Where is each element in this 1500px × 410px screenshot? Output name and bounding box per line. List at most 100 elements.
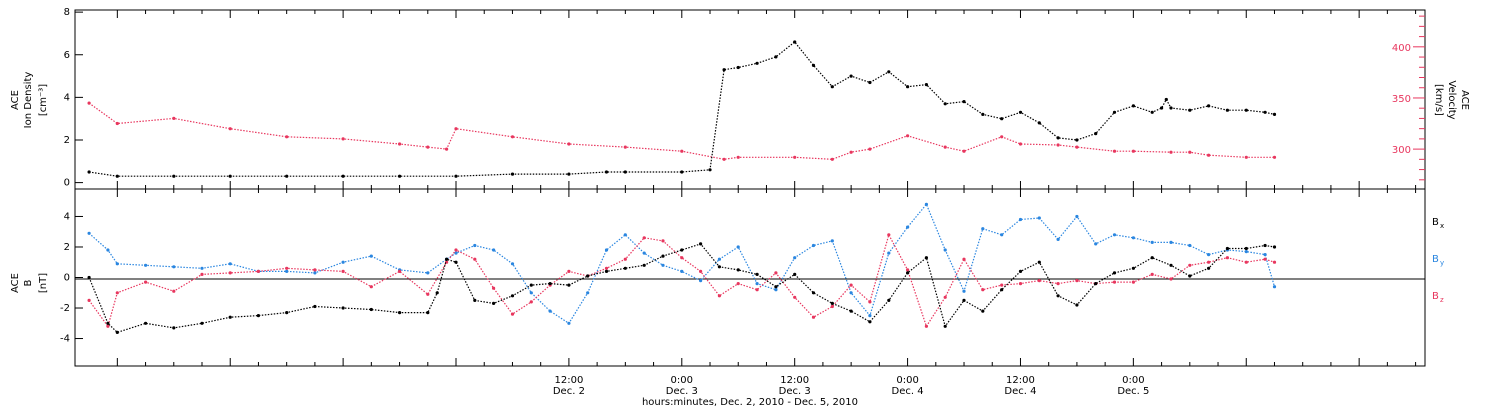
by-point-20 [548,309,552,313]
density-point-7 [454,174,458,178]
by-point-24 [623,233,627,237]
bx-point-10 [341,306,345,310]
bx-point-58 [1244,246,1248,251]
bz-point-7 [256,269,260,273]
density-tick-label-3: 6 [64,50,70,61]
by-point-59 [1272,285,1277,289]
by-point-39 [906,225,910,229]
density-tick-label-2: 4 [64,92,70,103]
bx-point-43 [962,298,966,302]
by-point-1 [106,248,110,252]
bx-point-35 [811,291,816,295]
bx-point-56 [1207,266,1211,270]
density-point-11 [623,170,627,174]
velocity-ylabel-line2: Velocity [1446,80,1457,119]
bz-point-59 [1272,260,1277,264]
density-point-19 [811,63,816,67]
velocity-point-6 [398,142,402,146]
bx-point-48 [1056,294,1060,298]
bx-point-52 [1131,266,1135,270]
by-point-36 [849,291,853,295]
by-point-11 [369,254,373,258]
bx-point-45 [1000,288,1004,292]
velocity-point-5 [341,137,345,141]
density-point-4 [285,174,289,178]
velocity-point-15 [736,155,740,159]
density-line [89,41,1275,177]
bx-point-38 [868,320,872,324]
bx-point-11 [369,307,373,312]
bx-point-32 [755,272,759,276]
time-tick-date-3: Dec. 4 [892,386,924,397]
density-point-15 [736,65,740,70]
bx-point-6 [228,315,232,319]
density-point-29 [1000,117,1004,121]
density-point-18 [793,40,797,44]
density-point-9 [567,172,571,176]
density-point-26 [943,102,947,106]
by-point-15 [454,251,458,255]
by-point-3 [144,263,148,267]
by-point-37 [868,314,872,318]
density-point-8 [510,172,515,176]
by-point-42 [962,289,966,293]
legend-bz-label: B [1432,291,1439,302]
velocity-point-29 [1169,150,1173,154]
density-tick-label-4: 8 [64,7,70,18]
time-tick-date-1: Dec. 3 [666,386,698,397]
bx-point-24 [604,269,609,273]
velocity-point-9 [454,127,458,131]
bz-point-58 [1263,257,1267,261]
density-point-23 [887,70,891,74]
density-point-30 [1018,110,1023,114]
by-line [88,203,1276,325]
time-tick-label-1: 0:00 [671,375,693,386]
bz-point-8 [285,266,289,270]
by-point-17 [492,248,496,252]
velocity-point-16 [793,155,797,159]
bx-point-44 [981,309,985,313]
by-point-53 [1169,240,1173,244]
by-point-27 [680,269,684,273]
bx-point-39 [887,298,891,302]
bx-point-37 [849,309,853,313]
velocity-point-17 [830,157,834,161]
density-point-16 [755,61,759,65]
velocity-point-14 [722,157,726,161]
legend-by: B y [1432,254,1444,267]
by-point-2 [115,262,119,266]
density-point-25 [924,83,929,87]
density-ylabel-line1: ACE [10,90,21,110]
b-tick-label-0: -4 [60,334,70,345]
density-point-36 [1131,104,1135,108]
bz-point-43 [981,288,985,292]
density-point-45 [1263,110,1267,114]
bz-point-33 [793,295,797,299]
x-axis-title: hours:minutes, Dec. 2, 2010 - Dec. 5, 20… [642,397,858,408]
legend-by-sub: y [1440,259,1444,267]
density-point-3 [228,174,232,178]
density-point-39 [1164,97,1168,102]
bz-point-38 [887,233,891,237]
velocity-point-4 [285,135,289,139]
bx-point-13 [426,311,430,315]
velocity-point-24 [1018,142,1023,146]
bx-point-36 [830,301,834,305]
by-point-9 [313,271,317,275]
bz-point-24 [623,257,627,261]
density-point-0 [87,170,91,174]
bz-point-6 [228,271,232,275]
density-point-28 [981,112,985,116]
by-point-58 [1263,253,1267,257]
density-point-38 [1160,106,1164,110]
bz-point-25 [642,236,646,240]
by-point-29 [717,257,722,261]
bz-point-12 [398,269,402,273]
bz-point-47 [1056,282,1060,286]
by-point-45 [1018,217,1023,222]
density-point-1 [115,174,119,178]
bx-point-1 [106,321,110,325]
bx-point-0 [87,275,91,280]
bz-point-40 [924,324,929,328]
